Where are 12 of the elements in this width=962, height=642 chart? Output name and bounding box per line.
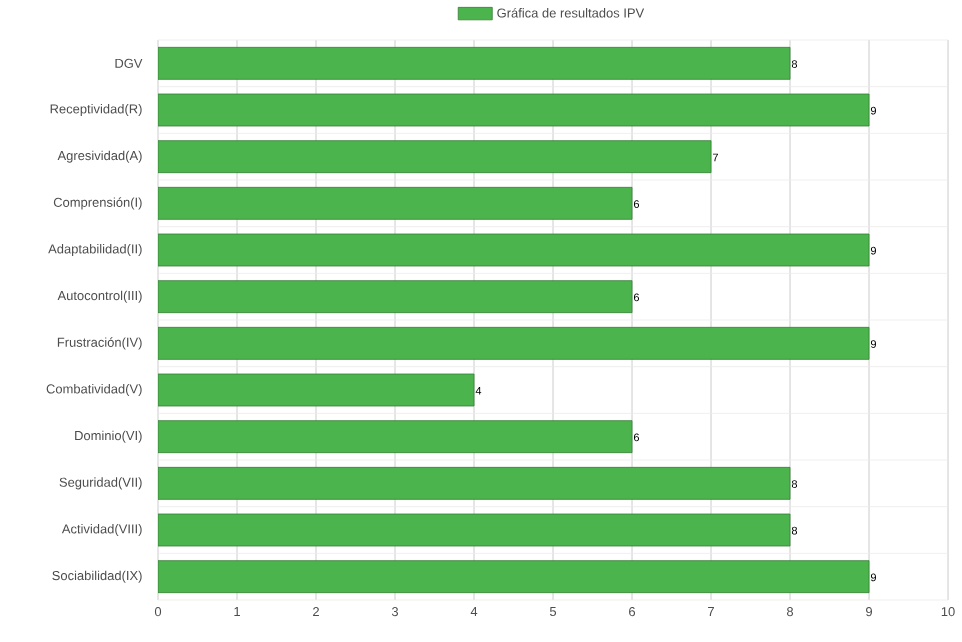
bar — [158, 466, 791, 500]
bar — [158, 560, 870, 594]
bar — [158, 233, 870, 267]
bar — [158, 420, 633, 454]
bar — [158, 373, 475, 407]
bar — [158, 140, 712, 174]
bar — [158, 93, 870, 127]
bar — [158, 280, 633, 314]
bar — [158, 326, 870, 360]
bar — [158, 46, 791, 80]
bar — [158, 186, 633, 220]
bar — [158, 513, 791, 547]
